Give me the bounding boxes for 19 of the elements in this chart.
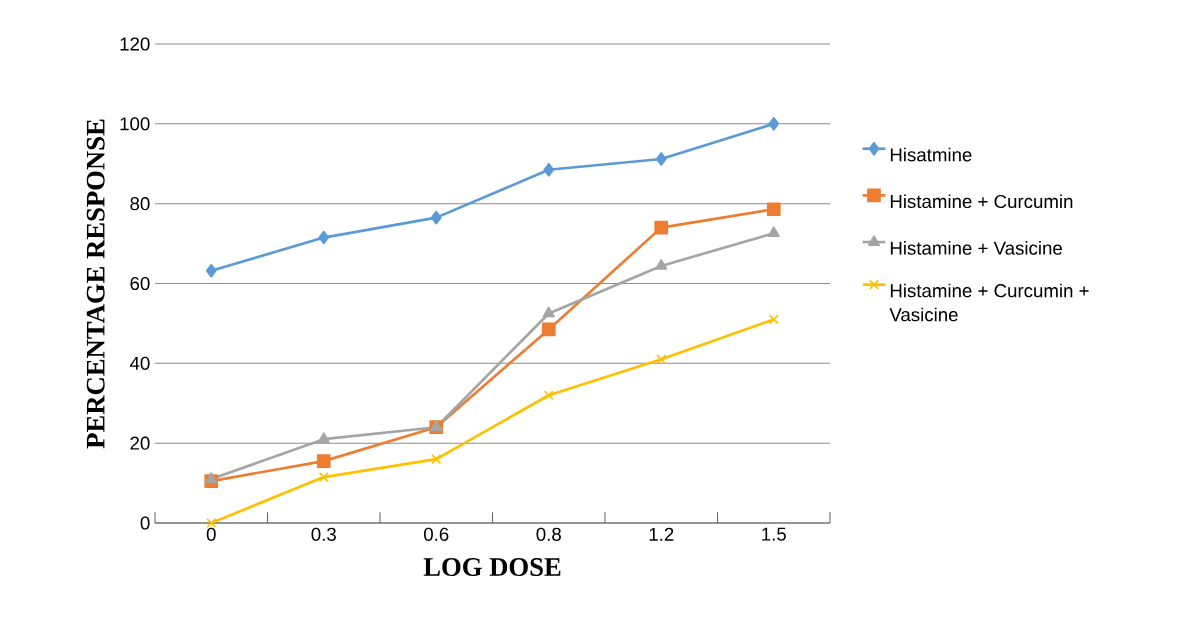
x-axis-title: LOG DOSE (423, 558, 561, 576)
legend-label: Histamine + Curcumin + Vasicine (889, 283, 1089, 322)
x-tick-label: 0.8 (536, 527, 561, 541)
x-tick-label: 1.2 (649, 527, 674, 541)
y-tick-label: 80 (130, 197, 150, 211)
x-tick-label: 0 (206, 527, 216, 541)
y-tick-label: 40 (129, 356, 150, 370)
y-axis-title: PERCENTAGE RESPONSE (86, 119, 105, 449)
y-tick-label: 60 (130, 276, 150, 291)
x-tick-label: 1.5 (762, 527, 786, 541)
y-tick-label: 20 (130, 436, 150, 450)
y-tick-label: 0 (140, 516, 150, 530)
legend-label: Hisatmine (890, 147, 972, 162)
x-tick-label: 0.3 (311, 527, 336, 541)
y-tick-label: 120 (120, 37, 150, 51)
legend-label: Histamine + Vasicine (890, 241, 1062, 255)
y-tick-label: 100 (120, 117, 150, 131)
legend-label: Histamine + Curcumin (890, 194, 1073, 209)
x-tick-label: 0.6 (424, 527, 449, 541)
